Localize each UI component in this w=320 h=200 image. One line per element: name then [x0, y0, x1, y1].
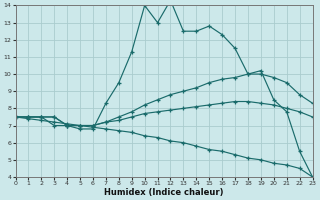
X-axis label: Humidex (Indice chaleur): Humidex (Indice chaleur): [104, 188, 224, 197]
